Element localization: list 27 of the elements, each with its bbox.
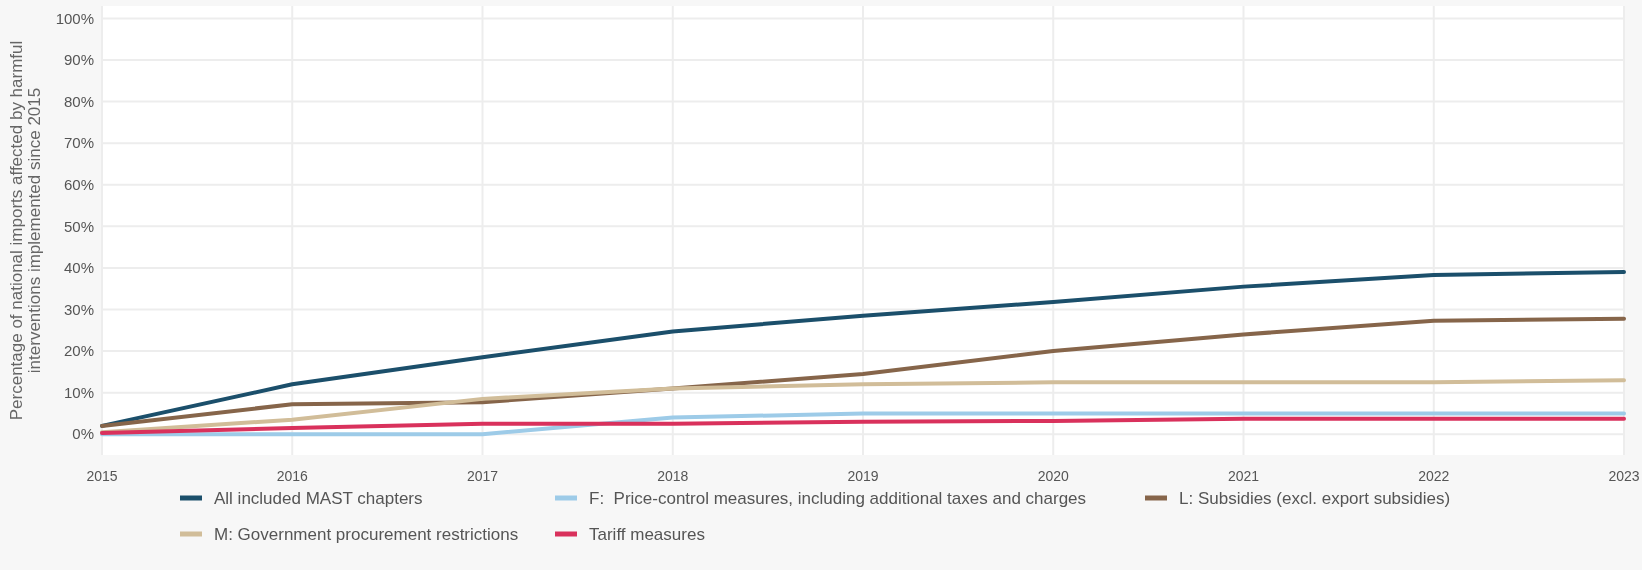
y-tick-label: 100% (55, 9, 94, 27)
y-tick-label: 10% (63, 383, 94, 401)
y-tick-label: 50% (63, 217, 94, 235)
y-tick-label: 90% (63, 51, 94, 69)
x-tick-label: 2021 (1227, 468, 1260, 484)
legend-label: Tariff measures (589, 524, 705, 544)
legend-label: M: Government procurement restrictions (214, 524, 519, 544)
x-tick-label: 2018 (657, 468, 689, 484)
x-tick-label: 2017 (466, 468, 499, 484)
x-tick-label: 2023 (1608, 468, 1640, 484)
y-tick-label: 60% (63, 176, 94, 194)
y-tick-label: 0% (72, 425, 94, 443)
y-tick-label: 70% (63, 134, 94, 152)
legend-label: All included MAST chapters (214, 488, 423, 508)
y-tick-label: 80% (63, 92, 94, 110)
y-axis-title: Percentage of national imports affected by harmful interventions implemented since 2015 (7, 40, 44, 421)
legend-label: F: Price-control measures, including additional taxes and charges (589, 488, 1087, 508)
x-tick-label: 2015 (86, 468, 118, 484)
y-tick-label: 20% (63, 342, 94, 360)
x-tick-label: 2022 (1418, 468, 1450, 484)
y-tick-label: 30% (63, 300, 94, 318)
line-series (100, 416, 1626, 435)
x-tick-label: 2020 (1037, 468, 1070, 484)
x-tick-label: 2016 (276, 468, 309, 484)
legend-label: L: Subsidies (excl. export subsidies) (1179, 488, 1451, 508)
x-tick-label: 2019 (847, 468, 879, 484)
y-tick-label: 40% (63, 259, 94, 277)
